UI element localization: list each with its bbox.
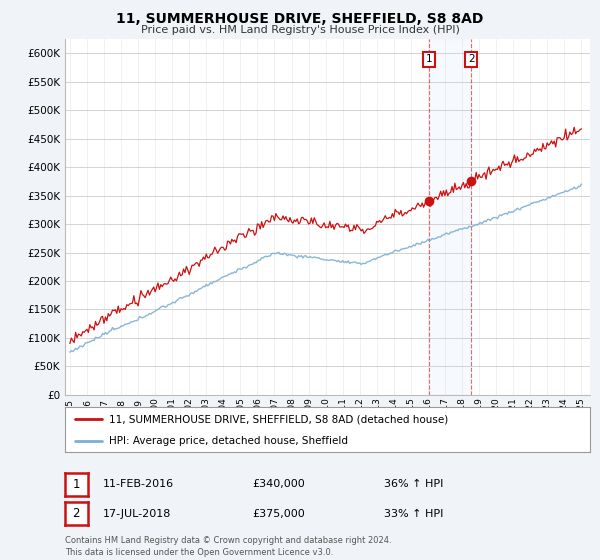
Text: 2: 2 bbox=[468, 54, 475, 64]
Text: 11, SUMMERHOUSE DRIVE, SHEFFIELD, S8 8AD (detached house): 11, SUMMERHOUSE DRIVE, SHEFFIELD, S8 8AD… bbox=[109, 414, 449, 424]
Text: Price paid vs. HM Land Registry's House Price Index (HPI): Price paid vs. HM Land Registry's House … bbox=[140, 25, 460, 35]
Text: HPI: Average price, detached house, Sheffield: HPI: Average price, detached house, Shef… bbox=[109, 436, 349, 446]
Text: £340,000: £340,000 bbox=[252, 479, 305, 489]
Text: 11, SUMMERHOUSE DRIVE, SHEFFIELD, S8 8AD: 11, SUMMERHOUSE DRIVE, SHEFFIELD, S8 8AD bbox=[116, 12, 484, 26]
Text: 1: 1 bbox=[426, 54, 433, 64]
Text: 36% ↑ HPI: 36% ↑ HPI bbox=[384, 479, 443, 489]
Text: 33% ↑ HPI: 33% ↑ HPI bbox=[384, 508, 443, 519]
Text: £375,000: £375,000 bbox=[252, 508, 305, 519]
Text: 2: 2 bbox=[73, 507, 80, 520]
Text: 11-FEB-2016: 11-FEB-2016 bbox=[103, 479, 174, 489]
Bar bbox=[429, 39, 471, 395]
Text: Contains HM Land Registry data © Crown copyright and database right 2024.
This d: Contains HM Land Registry data © Crown c… bbox=[65, 536, 391, 557]
Text: 1: 1 bbox=[73, 478, 80, 491]
Text: 17-JUL-2018: 17-JUL-2018 bbox=[103, 508, 171, 519]
